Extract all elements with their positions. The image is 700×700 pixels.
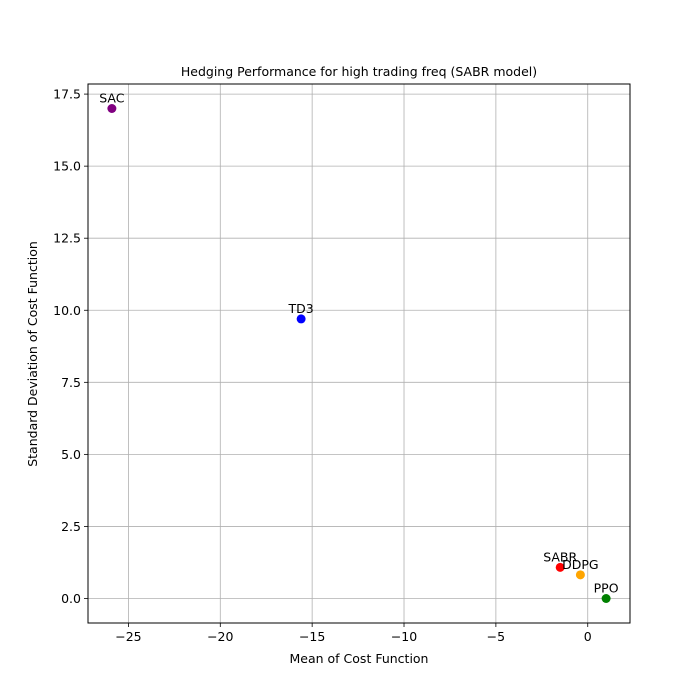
- y-tick-label: 7.5: [61, 375, 81, 390]
- y-tick-label: 10.0: [53, 303, 81, 318]
- x-tick-label: 0: [584, 629, 592, 644]
- y-axis-ticks: 0.0 2.5 5.0 7.5 10.0 12.5 15.0 17.5: [53, 87, 88, 606]
- x-tick-label: −10: [391, 629, 417, 644]
- data-point-sac: [107, 104, 117, 113]
- x-tick-label: −5: [487, 629, 505, 644]
- point-label-sac: SAC: [99, 91, 124, 106]
- x-axis-label: Mean of Cost Function: [290, 651, 429, 666]
- data-point-sabr: [555, 562, 565, 572]
- x-tick-label: −20: [207, 629, 233, 644]
- x-axis-ticks: −25 −20 −15 −10 −5 0: [115, 623, 592, 644]
- y-tick-label: 2.5: [61, 519, 81, 534]
- chart-title: Hedging Performance for high trading fre…: [181, 64, 537, 79]
- point-label-ppo: PPO: [594, 581, 619, 596]
- data-point-ppo: [601, 594, 611, 603]
- y-tick-label: 12.5: [53, 231, 81, 246]
- y-tick-label: 0.0: [61, 591, 81, 606]
- y-tick-label: 17.5: [53, 87, 81, 102]
- grid-lines: [88, 84, 630, 623]
- data-point-td3: [296, 314, 306, 324]
- y-axis-label: Standard Deviation of Cost Function: [25, 241, 40, 467]
- y-tick-label: 5.0: [61, 447, 81, 462]
- point-label-td3: TD3: [288, 301, 314, 316]
- x-tick-label: −25: [115, 629, 141, 644]
- x-tick-label: −15: [299, 629, 325, 644]
- plot-frame: [87, 83, 631, 624]
- point-label-ddpg: DDPG: [562, 557, 598, 572]
- y-tick-label: 15.0: [53, 159, 81, 174]
- data-point-ddpg: [575, 570, 585, 580]
- point-label-sabr: SABR: [543, 549, 577, 564]
